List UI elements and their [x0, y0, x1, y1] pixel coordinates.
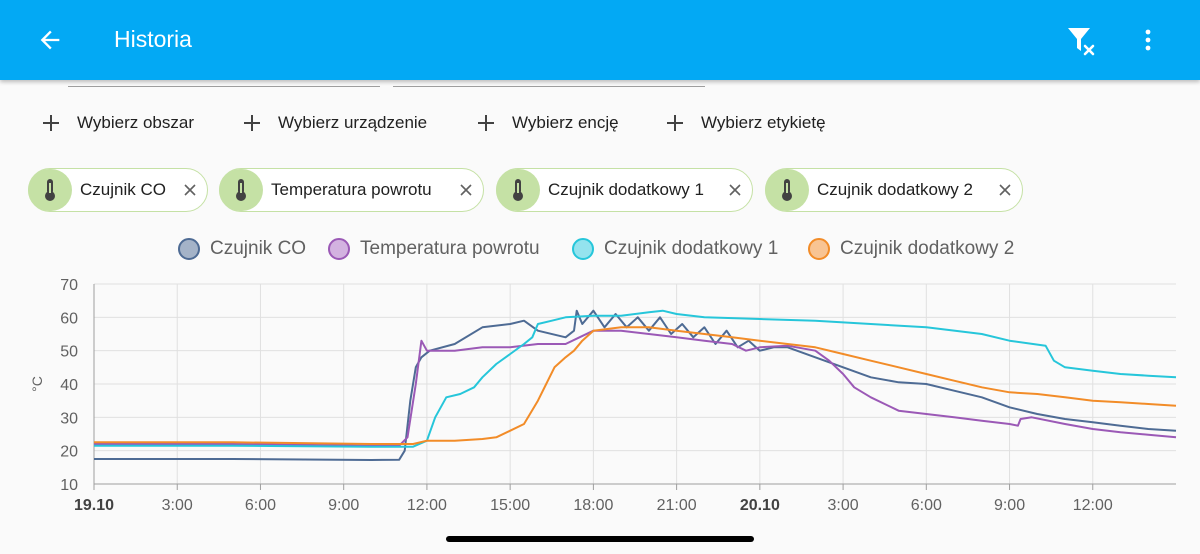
- x-tick-label: 9:00: [328, 497, 359, 514]
- legend-item-temperatura-powrotu[interactable]: Temperatura powrotu: [328, 236, 540, 262]
- remove-chip-icon[interactable]: [994, 179, 1016, 201]
- x-tick-label: 15:00: [490, 497, 530, 514]
- thermometer-icon: [28, 169, 72, 211]
- page-title: Historia: [114, 26, 192, 52]
- y-tick-label: 60: [60, 310, 78, 327]
- x-tick-label: 21:00: [657, 497, 697, 514]
- entity-chip-czujnik-dodatkowy-2[interactable]: Czujnik dodatkowy 2: [765, 168, 1023, 212]
- pick-entity-label: Wybierz encję: [512, 113, 619, 132]
- legend-label: Czujnik CO: [210, 238, 307, 259]
- legend-swatch: [572, 238, 594, 260]
- legend-label: Temperatura powrotu: [360, 238, 540, 259]
- more-options-button[interactable]: [1128, 20, 1168, 60]
- pick-label-button[interactable]: Wybierz etykietę: [652, 100, 851, 146]
- entity-chip-label: Czujnik dodatkowy 1: [548, 180, 704, 199]
- x-tick-label: 20.10: [740, 497, 780, 514]
- plus-icon: [43, 115, 59, 131]
- pick-area-label: Wybierz obszar: [77, 113, 194, 132]
- entity-chip-label: Temperatura powrotu: [271, 180, 432, 199]
- y-tick-label: 10: [60, 477, 78, 494]
- legend-swatch: [808, 238, 830, 260]
- remove-chip-icon[interactable]: [179, 179, 201, 201]
- entity-chip-czujnik-co[interactable]: Czujnik CO: [28, 168, 208, 212]
- x-tick-label: 18:00: [573, 497, 613, 514]
- remove-chip-icon[interactable]: [455, 179, 477, 201]
- x-tick-label: 9:00: [994, 497, 1025, 514]
- legend-label: Czujnik dodatkowy 1: [604, 238, 779, 259]
- filter-remove-icon: [1068, 28, 1095, 56]
- series-line-3: [94, 309, 1177, 448]
- thermometer-icon: [496, 169, 540, 211]
- x-tick-label: 3:00: [828, 497, 859, 514]
- pick-device-label: Wybierz urządzenie: [278, 113, 428, 132]
- legend-label: Czujnik dodatkowy 2: [840, 238, 1015, 259]
- x-tick-label: 19.10: [74, 497, 114, 514]
- remove-chip-icon[interactable]: [724, 179, 746, 201]
- history-line-chart[interactable]: 10 20 30 40 50 60 70 19.10 3:00 6:00 9:00 12:00 15:0…: [0, 268, 1200, 530]
- y-tick-label: 70: [60, 277, 78, 294]
- y-tick-label: 40: [60, 377, 78, 394]
- series-line-1: [94, 309, 1177, 461]
- y-axis-label: °C: [29, 376, 45, 392]
- pick-area-button[interactable]: Wybierz obszar: [28, 100, 218, 146]
- x-tick-label: 6:00: [911, 497, 942, 514]
- legend-item-czujnik-co[interactable]: Czujnik CO: [178, 236, 306, 262]
- end-date-field-underline[interactable]: [393, 86, 705, 87]
- x-tick-label: 12:00: [407, 497, 447, 514]
- clear-filters-button[interactable]: [1060, 20, 1102, 62]
- entity-chip-czujnik-dodatkowy-1[interactable]: Czujnik dodatkowy 1: [496, 168, 753, 212]
- x-tick-label: 12:00: [1073, 497, 1113, 514]
- entity-chip-label: Czujnik dodatkowy 2: [817, 180, 973, 199]
- plus-icon: [667, 115, 683, 131]
- gesture-home-bar[interactable]: [446, 536, 754, 542]
- legend-item-czujnik-dodatkowy-1[interactable]: Czujnik dodatkowy 1: [572, 236, 778, 262]
- pick-label-label: Wybierz etykietę: [701, 113, 826, 132]
- y-tick-label: 50: [60, 344, 78, 361]
- legend-item-czujnik-dodatkowy-2[interactable]: Czujnik dodatkowy 2: [808, 236, 1014, 262]
- entity-chip-label: Czujnik CO: [80, 180, 166, 199]
- thermometer-icon: [219, 169, 263, 211]
- series-line-2: [94, 329, 1177, 447]
- back-button[interactable]: [30, 20, 70, 60]
- plus-icon: [244, 115, 260, 131]
- y-tick-label: 30: [60, 410, 78, 427]
- entity-chip-temperatura-powrotu[interactable]: Temperatura powrotu: [219, 168, 484, 212]
- pick-entity-button[interactable]: Wybierz encję: [463, 100, 641, 146]
- x-tick-label: 3:00: [162, 497, 193, 514]
- y-tick-label: 20: [60, 444, 78, 461]
- plus-icon: [478, 115, 494, 131]
- arrow-left-icon: [40, 30, 60, 50]
- thermometer-icon: [765, 169, 809, 211]
- dots-vertical-icon: [1145, 29, 1151, 51]
- start-date-field-underline[interactable]: [68, 86, 380, 87]
- pick-device-button[interactable]: Wybierz urządzenie: [229, 100, 451, 146]
- x-tick-label: 6:00: [245, 497, 276, 514]
- series-line-4: [94, 326, 1177, 445]
- legend-swatch: [178, 238, 200, 260]
- legend-swatch: [328, 238, 350, 260]
- app-bar: Historia: [0, 0, 1200, 80]
